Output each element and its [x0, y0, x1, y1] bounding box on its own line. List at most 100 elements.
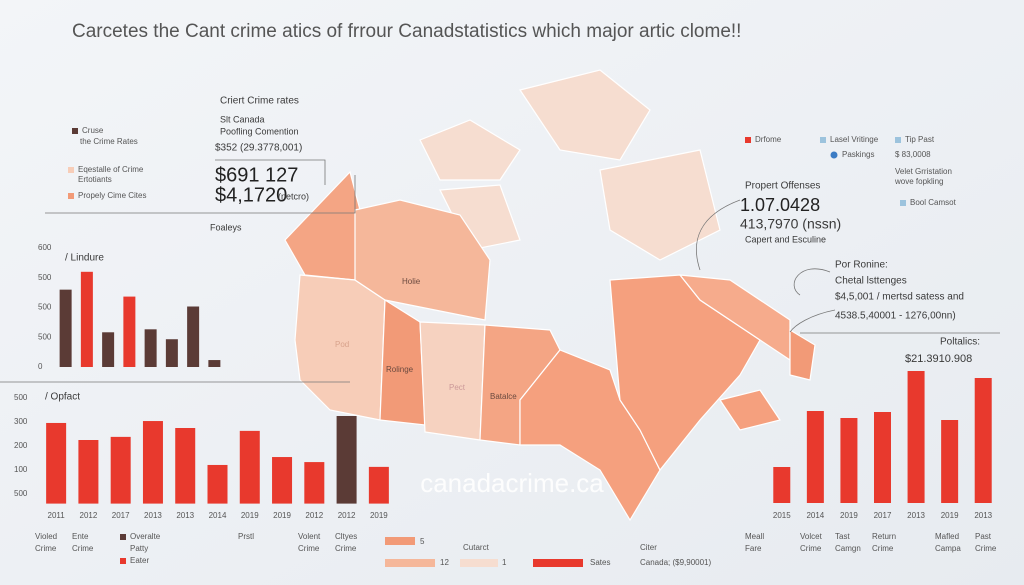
legend-label: Fare — [745, 544, 762, 553]
watermark: canadacrime.ca — [420, 468, 604, 498]
y-tick-label: 200 — [14, 441, 28, 450]
legend-label: Patty — [130, 544, 148, 553]
bar — [175, 428, 196, 504]
legend-label: Prstl — [238, 532, 254, 541]
legend-label: Crime — [72, 544, 94, 553]
bar — [102, 332, 115, 367]
y-tick-label: 500 — [38, 303, 52, 312]
bar — [239, 430, 260, 504]
y-tick-label: 0 — [38, 362, 43, 371]
legend-label: 12 — [440, 558, 449, 567]
note: (netcro) — [278, 191, 309, 201]
legend-swatch — [745, 137, 751, 143]
legend-swatch — [68, 193, 74, 199]
legend-label: Lasel Vritinge — [830, 135, 879, 144]
legend-swatch — [385, 559, 435, 567]
legend-label: Paskings — [842, 150, 874, 159]
big-number: $691 127 — [215, 164, 298, 186]
bar — [144, 329, 157, 367]
legend-label: Past — [975, 532, 992, 541]
x-tick-label: 2013 — [907, 511, 925, 520]
bar — [110, 436, 131, 504]
map-label: Holie — [402, 277, 421, 286]
bar — [773, 467, 791, 503]
bar — [907, 371, 925, 503]
legend-label: Overalte — [130, 532, 161, 541]
bar — [123, 296, 136, 367]
legend-swatch — [820, 137, 826, 143]
legend-label: Crime — [975, 544, 997, 553]
legend-label: Ente — [72, 532, 89, 541]
x-tick-label: 2019 — [941, 511, 959, 520]
legend-swatch — [900, 200, 906, 206]
x-tick-label: 2014 — [806, 511, 824, 520]
x-tick-label: 2019 — [273, 511, 291, 520]
legend-label: Velet Grristation — [895, 167, 952, 176]
legend-label: Return — [872, 532, 896, 541]
legend-label: Meall — [745, 532, 764, 541]
bar — [272, 457, 293, 504]
legend-label: Crime — [35, 544, 57, 553]
x-tick-label: 2019 — [840, 511, 858, 520]
bar — [806, 411, 824, 503]
ronine-line: 4538.5,40001 - 1276,00nn) — [835, 311, 956, 322]
legend-label: Drfome — [755, 135, 782, 144]
legend-label: Sates — [590, 558, 610, 567]
bottom-legend: Violed Crime Ente Crime Overalte Patty E… — [35, 532, 997, 567]
legend-swatch — [72, 128, 78, 134]
legend-label: Propely Cime Cites — [78, 191, 146, 200]
ronine-line: Chetal lsttenges — [835, 276, 907, 287]
x-tick-label: 2013 — [176, 511, 194, 520]
legend-label: $ 83,0008 — [895, 150, 931, 159]
legend-label: 1 — [502, 558, 507, 567]
legend-swatch — [385, 537, 415, 545]
map-label: Pect — [449, 383, 466, 392]
bar — [874, 412, 891, 503]
y-tick-label: 500 — [14, 393, 28, 402]
bar — [165, 339, 178, 367]
title: Carcetes the Cant crime atics of frrour … — [72, 21, 741, 42]
bar — [941, 420, 959, 503]
y-tick-label: 500 — [38, 273, 52, 282]
legend-swatch — [120, 558, 126, 564]
bar — [974, 378, 992, 503]
legend-label: Cutarct — [463, 543, 490, 552]
legend-label: the Crime Rates — [80, 137, 138, 146]
bar — [46, 422, 67, 504]
legend-label: Campa — [935, 544, 961, 553]
legend-swatch — [68, 167, 74, 173]
legend-swatch — [120, 534, 126, 540]
map-label: Batalce — [490, 392, 517, 401]
leader-lines — [0, 159, 1000, 383]
y-tick-label: 600 — [38, 243, 52, 252]
info-line: Poofling Comention — [220, 126, 299, 136]
legend-label: Eater — [130, 556, 149, 565]
bar — [59, 289, 72, 367]
big-number: 1.07.0428 — [740, 195, 820, 215]
legend-label: Mafled — [935, 532, 959, 541]
legend-swatch — [460, 559, 498, 567]
bar — [187, 306, 200, 367]
legend-label: 5 — [420, 537, 425, 546]
legend-label: Citer — [640, 543, 657, 552]
x-tick-label: 2014 — [209, 511, 227, 520]
y-tick-label: 500 — [38, 332, 52, 341]
bar — [207, 464, 228, 504]
footer-label: Foaleys — [210, 222, 242, 232]
bar — [78, 440, 99, 504]
legend-label: wove fopkling — [894, 177, 943, 186]
x-tick-label: 2017 — [874, 511, 892, 520]
legend-label: Volcet — [800, 532, 823, 541]
chart-subtitle: $21.3910.908 — [905, 353, 972, 365]
x-tick-label: 2015 — [773, 511, 791, 520]
bar — [840, 418, 858, 503]
x-tick-label: 2019 — [241, 511, 259, 520]
offenses-line: 413,7970 (nssn) — [740, 216, 841, 232]
legend-label: Tip Past — [905, 135, 935, 144]
info-line: $352 (29.3778,001) — [215, 143, 302, 154]
bar — [80, 271, 93, 367]
legend-label: Eqestalle of Crime — [78, 165, 144, 174]
x-tick-label: 2012 — [80, 511, 98, 520]
